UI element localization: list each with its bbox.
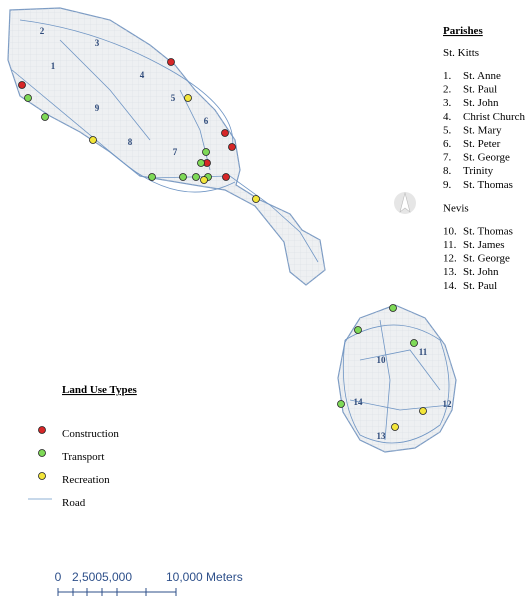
- item-number: 11.: [443, 239, 457, 251]
- item-name: St. Paul: [463, 280, 497, 292]
- parish-label: 7: [173, 147, 178, 157]
- transport-markers: [24, 94, 418, 408]
- scale-bar: 0 2,500 5,000 10,000 Meters: [55, 570, 243, 596]
- item-name: St. Peter: [463, 138, 501, 150]
- item-name: Trinity: [463, 165, 494, 177]
- item-number: 14.: [443, 280, 457, 292]
- parish-label: 3: [95, 38, 100, 48]
- group-name: Nevis: [443, 202, 469, 214]
- legend-swatch: [38, 472, 46, 480]
- parish-label: 4: [140, 70, 145, 80]
- scale-label: 0: [55, 570, 62, 584]
- item-number: 13.: [443, 266, 457, 278]
- item-number: 7.: [443, 152, 452, 164]
- item-name: St. John: [463, 266, 499, 278]
- item-name: St. George: [463, 152, 510, 164]
- legend-title: Land Use Types: [62, 384, 138, 396]
- item-name: St. Paul: [463, 84, 497, 96]
- parish-label: 12: [443, 399, 453, 409]
- item-name: St. James: [463, 239, 505, 251]
- item-number: 4.: [443, 111, 452, 123]
- legend-item: Recreation: [62, 474, 110, 486]
- scale-label: 5,000: [102, 570, 132, 584]
- scale-label: 2,500: [72, 570, 102, 584]
- group-name: St. Kitts: [443, 47, 479, 59]
- legend-swatch: [38, 449, 46, 457]
- item-number: 1.: [443, 70, 452, 82]
- parish-label: 2: [40, 26, 45, 36]
- recreation-markers: [89, 94, 427, 431]
- parish-label: 11: [419, 347, 428, 357]
- scale-label: 10,000 Meters: [166, 570, 243, 584]
- legend-item: Road: [62, 497, 86, 509]
- item-number: 6.: [443, 138, 452, 150]
- legend-swatch: [38, 426, 46, 434]
- item-number: 5.: [443, 124, 452, 136]
- roads: [11, 19, 451, 444]
- item-name: St. Thomas: [463, 179, 513, 191]
- parish-label: 1: [51, 61, 56, 71]
- parish-label: 10: [377, 355, 387, 365]
- markers: [18, 58, 427, 431]
- legend-item: Transport: [62, 451, 104, 463]
- legend-item: Construction: [62, 428, 119, 440]
- list-title: Parishes: [443, 25, 483, 37]
- north-arrow: [394, 191, 416, 214]
- parish-label: 14: [354, 397, 364, 407]
- parish-label: 13: [377, 431, 387, 441]
- item-number: 2.: [443, 84, 452, 96]
- parish-label: 5: [171, 93, 176, 103]
- parish-label: 6: [204, 116, 209, 126]
- grid: [338, 305, 456, 452]
- item-number: 3.: [443, 97, 452, 109]
- item-number: 9.: [443, 179, 452, 191]
- item-name: St. John: [463, 97, 499, 109]
- item-name: St. Thomas: [463, 225, 513, 237]
- legend: Land Use Types Construction Transport Recre…: [28, 384, 138, 509]
- item-number: 8.: [443, 165, 452, 177]
- parish-label: 8: [128, 137, 133, 147]
- parish-list: Parishes St. Kitts 1. St. Anne 2. St. Paul 3. S…: [443, 25, 525, 292]
- construction-markers: [18, 58, 236, 181]
- item-number: 12.: [443, 253, 457, 265]
- item-name: St. Anne: [463, 70, 501, 82]
- item-name: Christ Church: [463, 111, 525, 123]
- parish-label: 9: [95, 103, 100, 113]
- grid: [8, 8, 325, 285]
- islands: [7, 7, 457, 453]
- item-name: St. Mary: [463, 124, 502, 136]
- item-name: St. George: [463, 253, 510, 265]
- item-number: 10.: [443, 225, 457, 237]
